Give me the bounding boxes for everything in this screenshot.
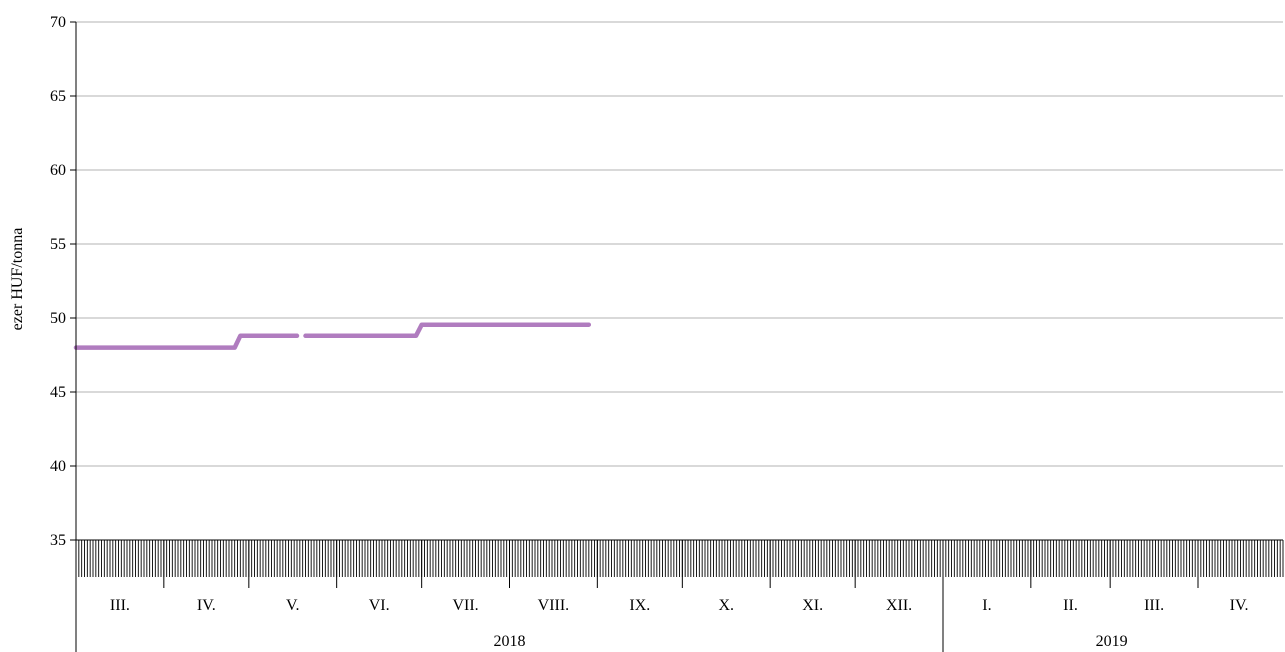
x-month-label: VIII. [538, 597, 570, 614]
y-tick-label: 55 [50, 236, 66, 253]
y-tick-label: 50 [50, 310, 66, 327]
y-axis-title: ezer HUF/tonna [9, 228, 26, 331]
x-month-label: VII. [452, 597, 478, 614]
x-month-label: IX. [629, 597, 650, 614]
y-tick-label: 40 [50, 458, 66, 475]
y-tick-label: 65 [50, 88, 66, 105]
x-month-label: VI. [369, 597, 390, 614]
x-year-label: 2018 [494, 633, 526, 650]
series-layer [73, 322, 592, 350]
y-tick-label: 60 [50, 162, 66, 179]
y-tick-label: 70 [50, 14, 66, 31]
x-month-label: III. [110, 597, 130, 614]
x-month-label: XII. [886, 597, 912, 614]
x-month-label: X. [718, 597, 734, 614]
y-tick-label: 45 [50, 384, 66, 401]
gridlines [76, 21, 1283, 467]
x-month-label: IV. [197, 597, 216, 614]
x-year-label: 2019 [1096, 633, 1128, 650]
x-month-label: II. [1063, 597, 1078, 614]
series-line-segment [303, 322, 592, 339]
x-axis: III. IV. V. VI. VII. VIII. IX. X. XI. XII. I. II. II… [75, 539, 1284, 652]
x-month-label: V. [286, 597, 300, 614]
x-month-label: III. [1144, 597, 1164, 614]
series-line-segment [73, 333, 300, 350]
y-axis: 35 40 45 50 55 60 65 70 [50, 14, 77, 652]
y-tick-label: 35 [50, 532, 66, 549]
x-month-label: I. [982, 597, 991, 614]
x-month-label: IV. [1230, 597, 1249, 614]
x-month-label: XI. [802, 597, 823, 614]
